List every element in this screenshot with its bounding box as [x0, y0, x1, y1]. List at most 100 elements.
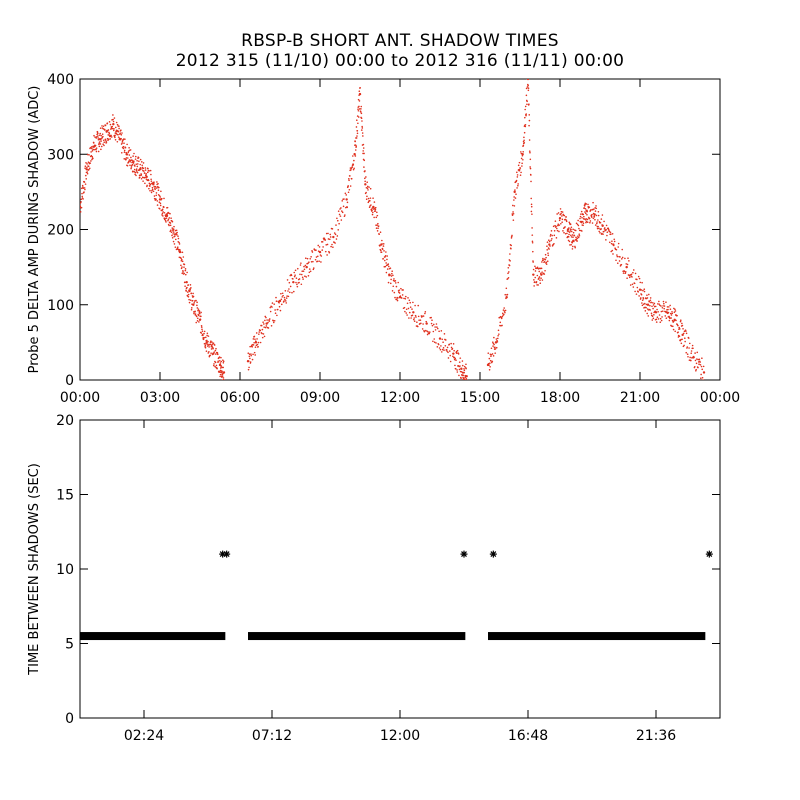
top-data-point: [149, 189, 151, 192]
top-data-point: [176, 231, 178, 234]
top-data-point: [582, 224, 584, 227]
top-data-point: [214, 365, 216, 368]
top-data-point: [252, 344, 255, 346]
top-data-point: [545, 256, 547, 259]
top-data-point: [111, 125, 114, 128]
top-data-point: [511, 234, 513, 237]
top-data-point: [494, 348, 497, 350]
top-data-point: [148, 185, 151, 187]
top-data-point: [653, 313, 655, 316]
top-data-point: [495, 338, 498, 340]
top-data-point: [287, 295, 290, 298]
bottom-panel: 02:24 07:12 12:00 16:48 21:36 0 5 10 15 20 TIME BE…: [27, 413, 721, 744]
top-data-point: [671, 312, 674, 315]
top-data-point: [636, 278, 638, 281]
top-data-point: [344, 206, 347, 209]
top-series-points: [80, 79, 706, 380]
top-data-point: [569, 244, 571, 246]
top-data-point: [464, 379, 466, 380]
top-data-point: [150, 178, 152, 181]
top-data-point: [669, 317, 671, 320]
top-data-point: [444, 339, 447, 341]
top-data-point: [121, 140, 124, 143]
top-data-point: [347, 191, 350, 194]
top-data-point: [592, 217, 595, 220]
top-data-point: [93, 148, 96, 151]
top-data-point: [271, 302, 274, 304]
top-data-point: [575, 236, 577, 239]
top-data-point: [571, 234, 574, 236]
top-data-point: [530, 210, 533, 213]
top-x-tick-label: 09:00: [300, 390, 340, 406]
top-data-point: [572, 228, 574, 231]
top-data-point: [380, 251, 383, 254]
top-data-point: [423, 330, 426, 333]
top-data-point: [184, 285, 186, 287]
top-data-point: [522, 150, 524, 153]
top-data-point: [556, 213, 558, 215]
top-data-point: [546, 249, 548, 251]
top-data-point: [368, 186, 370, 188]
top-data-point: [613, 240, 616, 243]
top-data-point: [633, 282, 636, 285]
top-data-point: [375, 227, 378, 230]
top-data-point: [210, 352, 212, 354]
top-data-point: [345, 198, 348, 201]
top-data-point: [507, 276, 510, 279]
top-data-point: [196, 307, 199, 309]
top-data-point: [594, 218, 596, 221]
top-data-point: [200, 326, 203, 328]
top-data-point: [135, 168, 138, 170]
top-data-point: [384, 265, 387, 268]
top-data-point: [363, 152, 365, 155]
top-data-point: [489, 365, 491, 368]
top-data-point: [180, 257, 182, 260]
top-data-point: [201, 328, 203, 331]
top-data-point: [186, 291, 189, 293]
top-data-point: [450, 342, 452, 345]
top-data-point: [309, 270, 312, 273]
top-data-point: [286, 279, 289, 281]
top-data-point: [112, 122, 115, 126]
top-data-point: [660, 310, 663, 313]
top-data-point: [200, 315, 202, 318]
top-data-point: [342, 205, 345, 208]
top-data-point: [109, 123, 112, 126]
top-data-point: [214, 361, 217, 364]
top-data-point: [516, 174, 519, 176]
top-data-point: [529, 151, 531, 154]
top-data-point: [365, 198, 368, 200]
top-data-point: [130, 156, 132, 159]
top-data-point: [181, 260, 184, 263]
top-data-point: [256, 338, 258, 340]
top-data-point: [511, 213, 514, 215]
top-data-point: [184, 281, 186, 284]
top-data-point: [600, 228, 602, 230]
top-data-point: [492, 341, 494, 344]
top-data-point: [151, 189, 153, 192]
top-frame: [79, 78, 721, 381]
top-data-point: [496, 341, 499, 343]
top-data-point: [452, 352, 455, 355]
top-data-point: [195, 315, 198, 318]
top-data-point: [222, 360, 225, 363]
top-data-point: [643, 290, 646, 293]
top-data-point: [222, 377, 225, 379]
top-data-point: [438, 347, 441, 349]
top-data-point: [525, 87, 528, 90]
top-data-point: [130, 167, 132, 170]
top-data-point: [503, 307, 505, 309]
top-data-point: [406, 314, 408, 316]
top-data-point: [301, 276, 304, 279]
top-data-point: [571, 241, 574, 244]
top-data-point: [215, 347, 217, 350]
top-data-point: [517, 184, 519, 187]
top-data-point: [296, 267, 299, 270]
top-data-point: [701, 376, 704, 379]
top-data-point: [388, 265, 390, 268]
top-data-point: [657, 318, 660, 320]
top-data-point: [553, 229, 556, 232]
top-data-point: [670, 314, 673, 316]
top-data-point: [690, 350, 693, 352]
top-data-point: [384, 259, 386, 262]
